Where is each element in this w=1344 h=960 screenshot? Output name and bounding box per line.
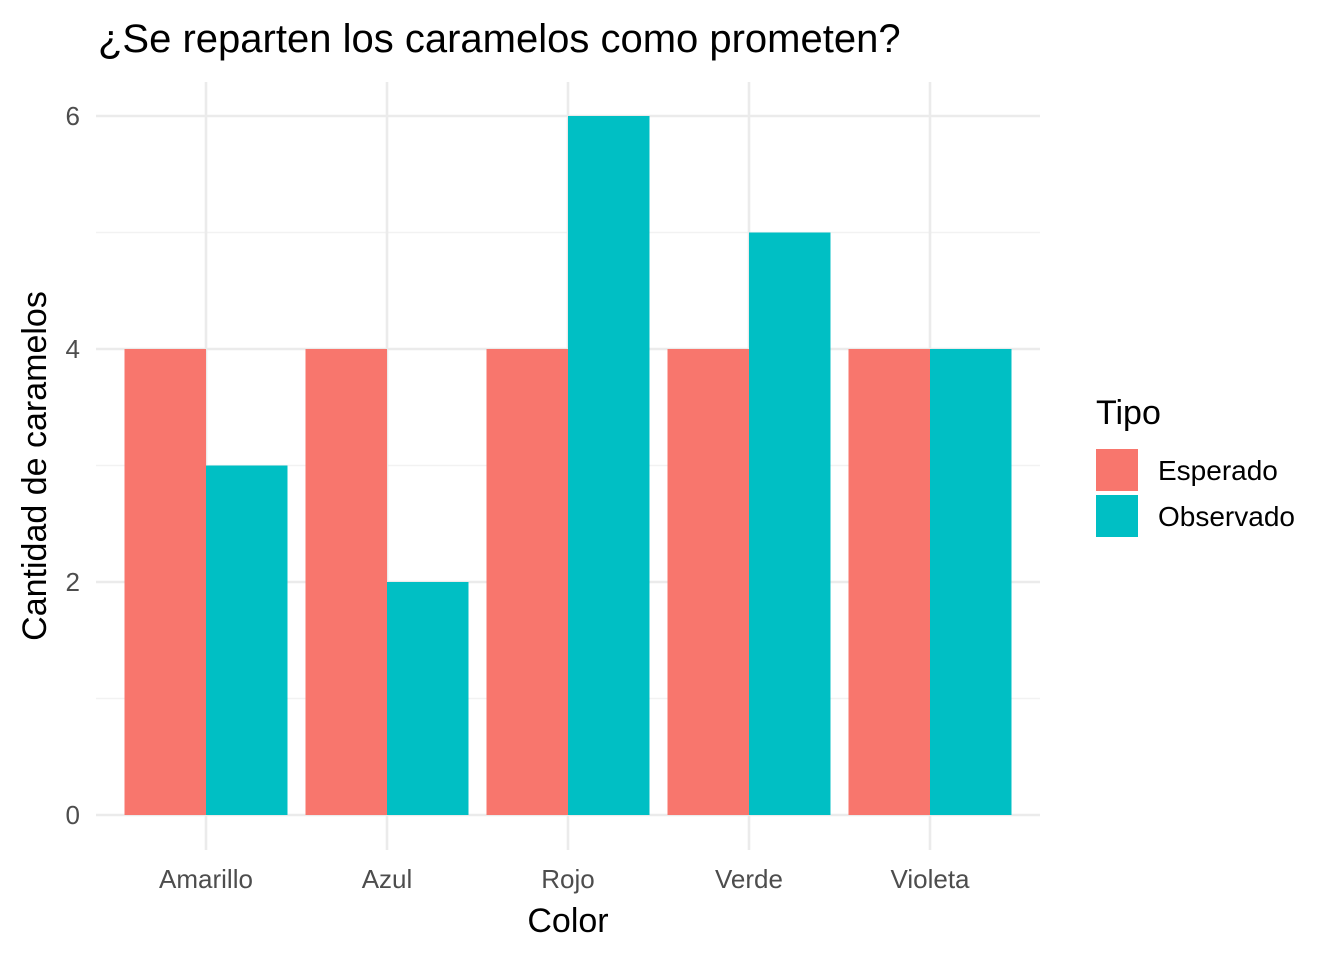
chart-title: ¿Se reparten los caramelos como prometen… bbox=[98, 17, 901, 61]
bar-observado-verde bbox=[749, 232, 831, 815]
legend-key bbox=[1096, 495, 1138, 537]
bar-esperado-verde bbox=[667, 349, 749, 815]
bar-observado-rojo bbox=[568, 116, 650, 815]
legend-label: Observado bbox=[1158, 501, 1295, 532]
x-tick-label: Verde bbox=[715, 864, 783, 894]
bar-esperado-rojo bbox=[486, 349, 568, 815]
legend-item: Esperado bbox=[1096, 449, 1278, 491]
legend-item: Observado bbox=[1096, 495, 1295, 537]
bar-esperado-amarillo bbox=[124, 349, 206, 815]
legend-items: Esperado Observado bbox=[1096, 449, 1295, 537]
legend-label: Esperado bbox=[1158, 455, 1278, 486]
bar-observado-azul bbox=[387, 582, 469, 815]
legend: Tipo Esperado Observado bbox=[1096, 394, 1295, 537]
y-tick-label: 2 bbox=[66, 567, 80, 597]
bar-esperado-azul bbox=[305, 349, 387, 815]
y-tick-label: 0 bbox=[66, 800, 80, 830]
bar-observado-violeta bbox=[930, 349, 1012, 815]
legend-title: Tipo bbox=[1096, 394, 1161, 432]
x-axis-ticks: Amarillo Azul Rojo Verde Violeta bbox=[159, 864, 970, 894]
y-axis-title: Cantidad de caramelos bbox=[16, 291, 54, 641]
x-tick-label: Rojo bbox=[541, 864, 594, 894]
y-tick-label: 6 bbox=[66, 101, 80, 131]
bars bbox=[124, 116, 1012, 815]
y-tick-label: 4 bbox=[66, 334, 80, 364]
bar-observado-amarillo bbox=[206, 465, 288, 815]
x-tick-label: Amarillo bbox=[159, 864, 253, 894]
x-axis-title: Color bbox=[527, 902, 608, 940]
bar-esperado-violeta bbox=[848, 349, 930, 815]
x-tick-label: Violeta bbox=[890, 864, 970, 894]
x-tick-label: Azul bbox=[362, 864, 413, 894]
legend-key bbox=[1096, 449, 1138, 491]
y-axis-ticks: 0 2 4 6 bbox=[66, 101, 80, 830]
